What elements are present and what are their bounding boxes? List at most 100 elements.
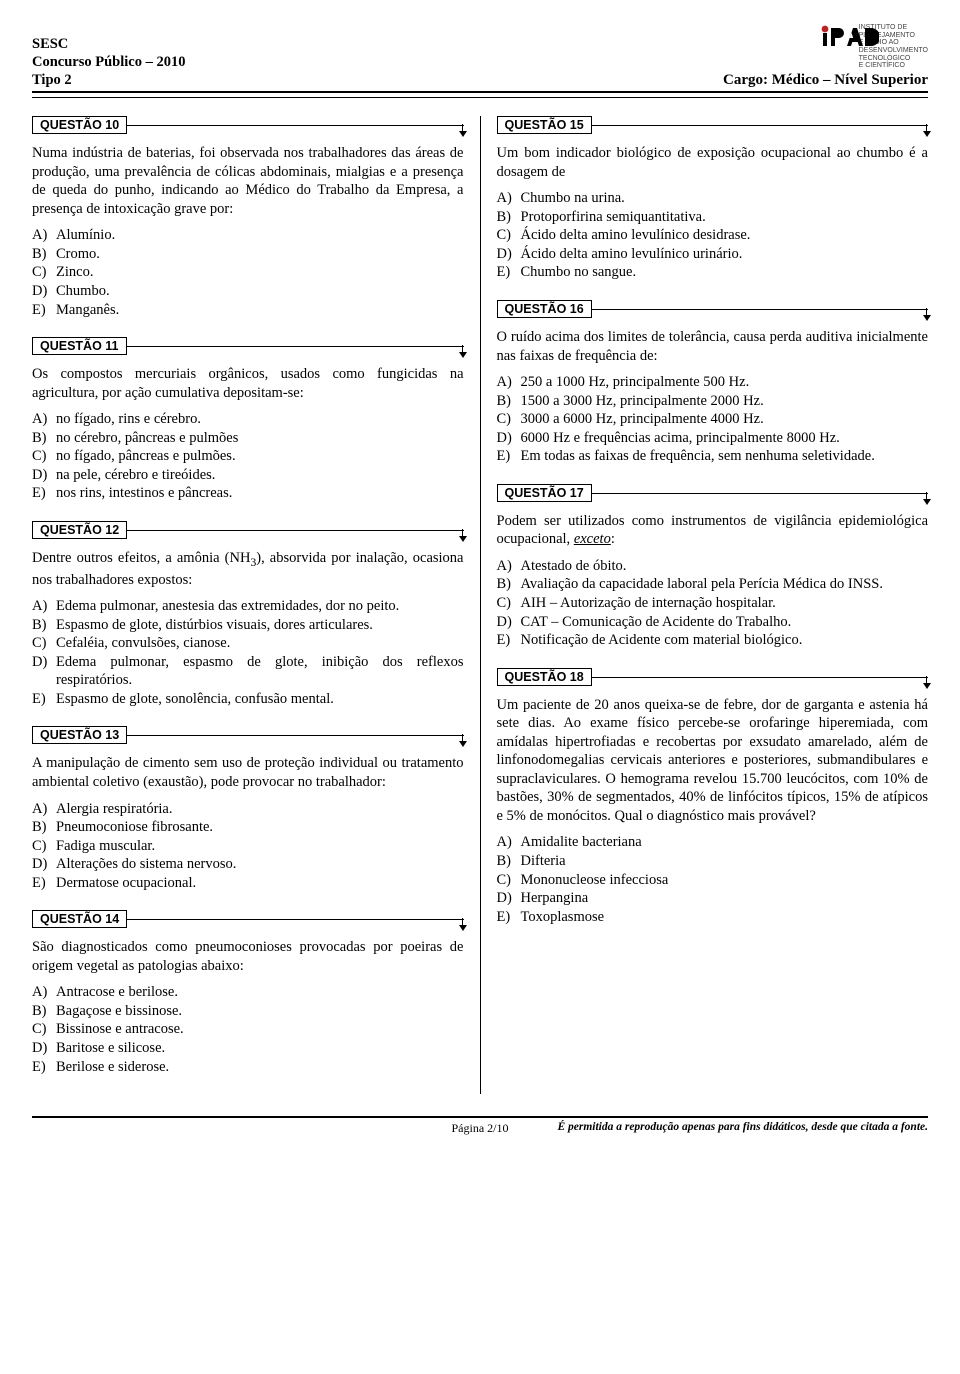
option-letter: C) (497, 410, 521, 429)
question-block: QUESTÃO 17 Podem ser utilizados como inst… (497, 484, 929, 650)
org-name: SESC (32, 35, 185, 53)
option-text: Zinco. (56, 263, 464, 282)
option-text: 250 a 1000 Hz, principalmente 500 Hz. (521, 373, 929, 392)
option-item: B)Bagaçose e bissinose. (32, 1002, 464, 1021)
option-text: 3000 a 6000 Hz, principalmente 4000 Hz. (521, 410, 929, 429)
question-label: QUESTÃO 12 (32, 521, 127, 539)
question-block: QUESTÃO 13A manipulação de cimento sem u… (32, 726, 464, 892)
option-text: Edema pulmonar, espasmo de glote, inibiç… (56, 653, 464, 690)
option-item: B)1500 a 3000 Hz, principalmente 2000 Hz… (497, 392, 929, 411)
option-letter: B) (497, 208, 521, 227)
page-number: Página 2/10 (452, 1121, 509, 1136)
option-text: Toxoplasmose (521, 908, 929, 927)
option-item: B)Difteria (497, 852, 929, 871)
question-block: QUESTÃO 15Um bom indicador biológico de … (497, 116, 929, 282)
option-item: D)na pele, cérebro e tireóides. (32, 466, 464, 485)
option-item: E)Berilose e siderose. (32, 1058, 464, 1077)
option-item: B)Espasmo de glote, distúrbios visuais, … (32, 616, 464, 635)
option-text: Cromo. (56, 245, 464, 264)
question-label-row: QUESTÃO 10 (32, 116, 464, 134)
option-item: E)Manganês. (32, 301, 464, 320)
question-label: QUESTÃO 10 (32, 116, 127, 134)
option-item: E)Em todas as faixas de frequência, sem … (497, 447, 929, 466)
question-label: QUESTÃO 17 (497, 484, 592, 502)
option-text: Herpangina (521, 889, 929, 908)
option-text: Amidalite bacteriana (521, 833, 929, 852)
option-letter: D) (32, 1039, 56, 1058)
option-letter: C) (32, 263, 56, 282)
option-letter: B) (497, 392, 521, 411)
option-letter: C) (32, 634, 56, 653)
option-letter: D) (32, 282, 56, 301)
header-rule (32, 97, 928, 98)
ipad-logo: INSTITUTO DE PLANEJAMENTO E APOIO AO DES… (819, 24, 928, 70)
option-text: Dermatose ocupacional. (56, 874, 464, 893)
question-block: QUESTÃO 11Os compostos mercuriais orgâni… (32, 337, 464, 503)
option-letter: E) (32, 1058, 56, 1077)
option-letter: D) (32, 855, 56, 874)
page-footer: Página 2/10 É permitida a reprodução ape… (32, 1116, 928, 1136)
option-letter: A) (497, 373, 521, 392)
option-text: Avaliação da capacidade laboral pela Per… (521, 575, 929, 594)
option-list: A)Atestado de óbito.B)Avaliação da capac… (497, 557, 929, 650)
option-item: B)Avaliação da capacidade laboral pela P… (497, 575, 929, 594)
option-letter: D) (32, 653, 56, 672)
option-text: Difteria (521, 852, 929, 871)
question-block: QUESTÃO 10Numa indústria de baterias, fo… (32, 116, 464, 319)
option-letter: E) (497, 447, 521, 466)
option-item: A)250 a 1000 Hz, principalmente 500 Hz. (497, 373, 929, 392)
option-letter: A) (497, 833, 521, 852)
option-text: Baritose e silicose. (56, 1039, 464, 1058)
option-text: Berilose e siderose. (56, 1058, 464, 1077)
option-item: C)Ácido delta amino levulínico desidrase… (497, 226, 929, 245)
option-item: E)Notificação de Acidente com material b… (497, 631, 929, 650)
question-label-row: QUESTÃO 14 (32, 910, 464, 928)
option-letter: B) (32, 818, 56, 837)
option-letter: D) (497, 613, 521, 632)
option-item: C)3000 a 6000 Hz, principalmente 4000 Hz… (497, 410, 929, 429)
question-label-row: QUESTÃO 18 (497, 668, 929, 686)
option-text: Pneumoconiose fibrosante. (56, 818, 464, 837)
option-item: B)Cromo. (32, 245, 464, 264)
question-label: QUESTÃO 14 (32, 910, 127, 928)
question-stem: Podem ser utilizados como instrumentos d… (497, 512, 929, 549)
option-item: C)no fígado, pâncreas e pulmões. (32, 447, 464, 466)
question-block: QUESTÃO 18Um paciente de 20 anos queixa-… (497, 668, 929, 927)
option-letter: E) (497, 631, 521, 650)
question-label: QUESTÃO 18 (497, 668, 592, 686)
question-stem: São diagnosticados como pneumoconioses p… (32, 938, 464, 975)
question-block: QUESTÃO 12Dentre outros efeitos, a amôni… (32, 521, 464, 709)
option-text: nos rins, intestinos e pâncreas. (56, 484, 464, 503)
question-label-row: QUESTÃO 12 (32, 521, 464, 539)
option-item: B)Protoporfirina semiquantitativa. (497, 208, 929, 227)
question-label-row: QUESTÃO 16 (497, 300, 929, 318)
option-item: C)Fadiga muscular. (32, 837, 464, 856)
option-list: A)Alumínio.B)Cromo.C)Zinco.D)Chumbo.E)Ma… (32, 226, 464, 319)
question-block: QUESTÃO 14 São diagnosticados como pneumo… (32, 910, 464, 1076)
option-item: C)Cefaléia, convulsões, cianose. (32, 634, 464, 653)
question-stem: Os compostos mercuriais orgânicos, usado… (32, 365, 464, 402)
option-text: Bagaçose e bissinose. (56, 1002, 464, 1021)
tipo-line: Tipo 2 (32, 71, 185, 89)
option-item: A)Alergia respiratória. (32, 800, 464, 819)
option-text: Notificação de Acidente com material bio… (521, 631, 929, 650)
option-letter: B) (497, 852, 521, 871)
option-item: C)AIH – Autorização de internação hospit… (497, 594, 929, 613)
option-text: Ácido delta amino levulínico desidrase. (521, 226, 929, 245)
option-item: B)no cérebro, pâncreas e pulmões (32, 429, 464, 448)
question-block: QUESTÃO 16O ruído acima dos limites de t… (497, 300, 929, 466)
option-letter: D) (497, 245, 521, 264)
option-letter: D) (497, 889, 521, 908)
option-text: Chumbo no sangue. (521, 263, 929, 282)
question-label: QUESTÃO 13 (32, 726, 127, 744)
option-item: C)Zinco. (32, 263, 464, 282)
option-text: Alterações do sistema nervoso. (56, 855, 464, 874)
option-text: Alergia respiratória. (56, 800, 464, 819)
option-text: Bissinose e antracose. (56, 1020, 464, 1039)
option-letter: C) (497, 594, 521, 613)
option-item: D)Alterações do sistema nervoso. (32, 855, 464, 874)
option-item: D)Baritose e silicose. (32, 1039, 464, 1058)
option-item: A)no fígado, rins e cérebro. (32, 410, 464, 429)
option-letter: B) (497, 575, 521, 594)
option-letter: B) (32, 429, 56, 448)
